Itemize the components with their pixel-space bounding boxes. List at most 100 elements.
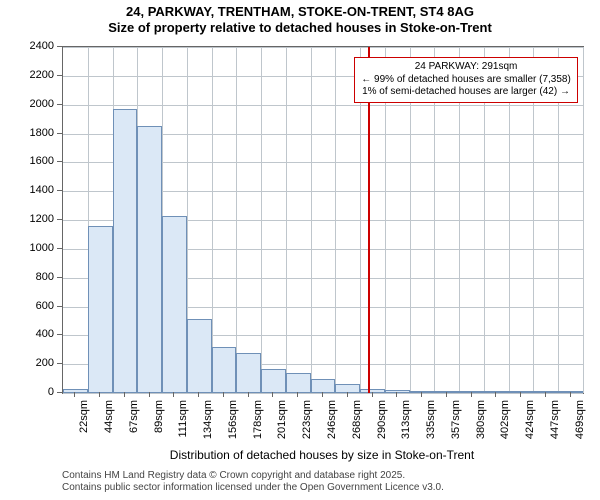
histogram-bar	[459, 391, 484, 393]
x-tick-mark	[322, 392, 323, 397]
x-tick-label: 22sqm	[78, 400, 90, 433]
y-tick-label: 2400	[0, 40, 54, 52]
y-tick-label: 1400	[0, 184, 54, 196]
x-tick-mark	[248, 392, 249, 397]
histogram-bar	[261, 369, 286, 394]
x-tick-mark	[570, 392, 571, 397]
x-tick-label: 111sqm	[177, 400, 189, 438]
grid-line-v	[286, 47, 287, 393]
annotation-box: 24 PARKWAY: 291sqm← 99% of detached hous…	[354, 57, 578, 103]
y-tick-label: 1600	[0, 155, 54, 167]
x-tick-label: 268sqm	[351, 400, 363, 439]
grid-line-h	[63, 47, 583, 48]
plot-area: 24 PARKWAY: 291sqm← 99% of detached hous…	[62, 46, 584, 394]
x-tick-mark	[74, 392, 75, 397]
histogram-bar	[162, 216, 187, 393]
y-tick-mark	[57, 190, 62, 191]
y-tick-label: 600	[0, 300, 54, 312]
x-tick-label: 469sqm	[574, 400, 586, 439]
y-tick-mark	[57, 392, 62, 393]
grid-line-h	[63, 393, 583, 394]
x-tick-mark	[347, 392, 348, 397]
histogram-bar	[63, 389, 88, 393]
x-tick-mark	[446, 392, 447, 397]
y-tick-mark	[57, 248, 62, 249]
footer: Contains HM Land Registry data © Crown c…	[62, 470, 444, 494]
histogram-bar	[286, 373, 311, 393]
y-tick-label: 2000	[0, 98, 54, 110]
grid-line-h	[63, 105, 583, 106]
annotation-line-2: ← 99% of detached houses are smaller (7,…	[361, 74, 571, 87]
histogram-bar	[137, 126, 162, 393]
x-tick-label: 246sqm	[326, 400, 338, 439]
x-tick-label: 134sqm	[202, 400, 214, 439]
x-tick-mark	[396, 392, 397, 397]
histogram-bar	[360, 389, 385, 393]
x-tick-label: 67sqm	[128, 400, 140, 433]
x-tick-label: 447sqm	[549, 400, 561, 439]
annotation-line-1: 24 PARKWAY: 291sqm	[361, 61, 571, 74]
x-tick-mark	[520, 392, 521, 397]
histogram-bar	[187, 319, 212, 393]
title-line-1: 24, PARKWAY, TRENTHAM, STOKE-ON-TRENT, S…	[0, 4, 600, 20]
histogram-bar	[311, 379, 336, 393]
histogram-bar	[533, 391, 558, 393]
x-axis-label: Distribution of detached houses by size …	[62, 448, 582, 462]
grid-line-v	[583, 47, 584, 393]
y-tick-label: 1200	[0, 213, 54, 225]
x-tick-label: 335sqm	[425, 400, 437, 439]
y-tick-label: 1800	[0, 127, 54, 139]
histogram-bar	[236, 353, 261, 393]
y-tick-mark	[57, 104, 62, 105]
x-tick-mark	[471, 392, 472, 397]
y-tick-label: 0	[0, 386, 54, 398]
y-tick-mark	[57, 277, 62, 278]
y-tick-label: 200	[0, 357, 54, 369]
annotation-line-3: 1% of semi-detached houses are larger (4…	[361, 86, 571, 99]
x-tick-label: 201sqm	[276, 400, 288, 439]
y-tick-label: 400	[0, 328, 54, 340]
grid-line-v	[261, 47, 262, 393]
x-tick-label: 313sqm	[400, 400, 412, 439]
x-tick-mark	[173, 392, 174, 397]
histogram-bar	[113, 109, 138, 393]
x-tick-mark	[297, 392, 298, 397]
x-tick-label: 89sqm	[153, 400, 165, 433]
x-tick-label: 380sqm	[475, 400, 487, 439]
x-tick-label: 44sqm	[103, 400, 115, 433]
x-tick-label: 290sqm	[376, 400, 388, 439]
footer-line-2: Contains public sector information licen…	[62, 482, 444, 494]
histogram-bar	[335, 384, 360, 393]
x-tick-mark	[495, 392, 496, 397]
grid-line-v	[212, 47, 213, 393]
y-tick-mark	[57, 75, 62, 76]
histogram-bar	[434, 391, 459, 393]
x-tick-label: 223sqm	[301, 400, 313, 439]
x-tick-mark	[545, 392, 546, 397]
y-tick-mark	[57, 219, 62, 220]
y-tick-mark	[57, 363, 62, 364]
x-tick-mark	[372, 392, 373, 397]
x-tick-mark	[223, 392, 224, 397]
histogram-bar	[88, 226, 113, 393]
histogram-bar	[212, 347, 237, 393]
chart-titles: 24, PARKWAY, TRENTHAM, STOKE-ON-TRENT, S…	[0, 0, 600, 35]
x-tick-mark	[198, 392, 199, 397]
title-line-2: Size of property relative to detached ho…	[0, 20, 600, 36]
y-tick-mark	[57, 133, 62, 134]
x-tick-label: 424sqm	[524, 400, 536, 439]
x-tick-label: 156sqm	[227, 400, 239, 439]
footer-line-1: Contains HM Land Registry data © Crown c…	[62, 470, 444, 482]
x-tick-mark	[272, 392, 273, 397]
y-tick-mark	[57, 46, 62, 47]
x-tick-label: 178sqm	[252, 400, 264, 439]
grid-line-v	[236, 47, 237, 393]
x-tick-label: 357sqm	[450, 400, 462, 439]
x-tick-label: 402sqm	[499, 400, 511, 439]
y-tick-mark	[57, 161, 62, 162]
grid-line-v	[335, 47, 336, 393]
x-tick-mark	[99, 392, 100, 397]
x-tick-mark	[149, 392, 150, 397]
chart-container: 24, PARKWAY, TRENTHAM, STOKE-ON-TRENT, S…	[0, 0, 600, 500]
grid-line-v	[311, 47, 312, 393]
